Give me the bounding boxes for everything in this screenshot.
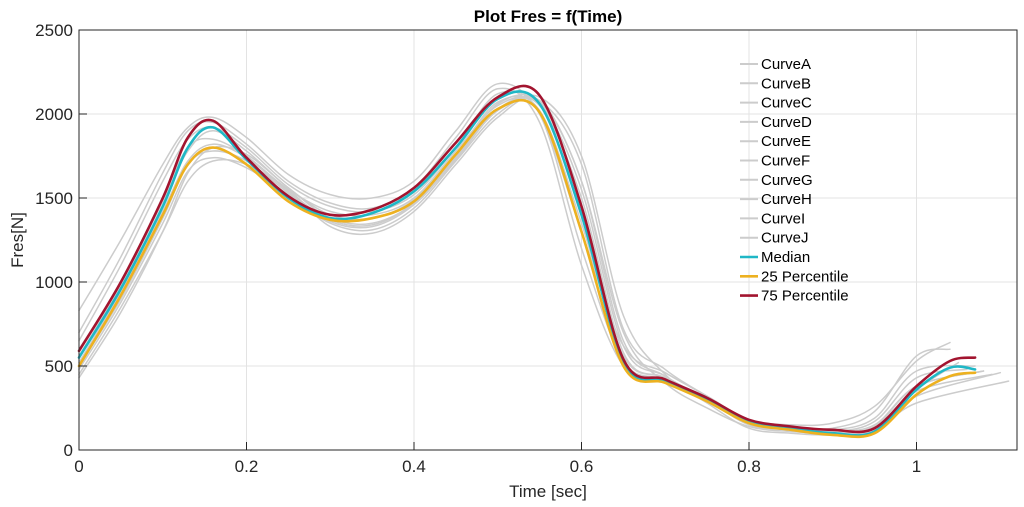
legend: CurveA CurveB CurveC CurveD CurveE CurveF Curv…	[740, 56, 849, 305]
y-axis-label: Fres[N]	[8, 212, 27, 268]
series-line-25-percentile	[77, 99, 977, 439]
legend-entry-curvei: CurveI	[761, 210, 805, 227]
y-tick-label: 500	[45, 357, 73, 376]
series-line-median	[77, 90, 977, 437]
legend-entry-curveh: CurveH	[761, 191, 812, 208]
legend-entry-median: Median	[761, 249, 810, 266]
chart-title: Plot Fres = f(Time)	[474, 7, 622, 26]
y-tick-label: 1000	[35, 273, 73, 292]
legend-entry-curvef: CurveF	[761, 153, 810, 170]
plot-frame	[78, 29, 1018, 451]
x-tick-label: 0.8	[737, 457, 761, 476]
y-tick-label: 1500	[35, 189, 73, 208]
series-layer	[77, 82, 1010, 439]
y-tick-label: 0	[64, 441, 73, 460]
x-tick-label: 0	[74, 457, 83, 476]
x-tick-label: 1	[912, 457, 921, 476]
series-line-curveb	[78, 96, 960, 435]
x-tick-label: 0.2	[235, 457, 259, 476]
legend-entry-curvea: CurveA	[761, 56, 811, 73]
series-line-curvea	[78, 82, 951, 427]
series-line-75-percentile	[77, 84, 977, 434]
legend-entry-curveb: CurveB	[761, 75, 811, 92]
legend-entry-curveg: CurveG	[761, 172, 813, 189]
y-tick-label: 2500	[35, 21, 73, 40]
x-axis-label: Time [sec]	[509, 482, 587, 501]
x-tick-label: 0.6	[570, 457, 594, 476]
legend-entry-curvee: CurveE	[761, 133, 811, 150]
legend-entry-75-percentile: 75 Percentile	[761, 288, 849, 305]
legend-entry-25-percentile: 25 Percentile	[761, 268, 849, 285]
tick-layer: 0 0.2 0.4 0.6 0.8 1 0 500 1000 1500 2000 2500	[35, 21, 921, 476]
series-line-curvef	[78, 94, 1010, 436]
y-tick-label: 2000	[35, 105, 73, 124]
x-tick-label: 0.4	[402, 457, 426, 476]
legend-entry-curved: CurveD	[761, 114, 812, 131]
legend-entry-curvec: CurveC	[761, 95, 812, 112]
legend-entry-curvej: CurveJ	[761, 230, 809, 247]
